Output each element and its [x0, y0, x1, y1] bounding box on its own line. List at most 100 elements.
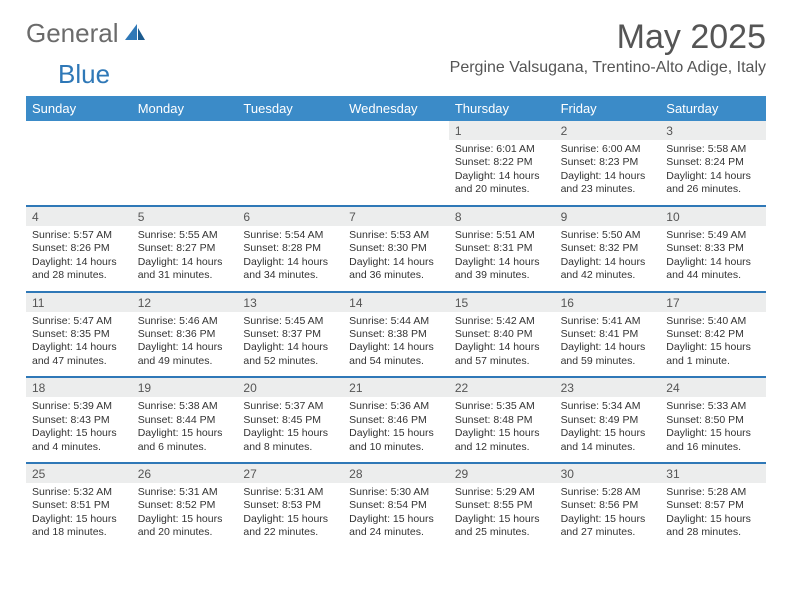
daylight-line: Daylight: 14 hours and 49 minutes.: [138, 341, 232, 368]
daylight-line: Daylight: 14 hours and 52 minutes.: [243, 341, 337, 368]
daylight-line: Daylight: 14 hours and 28 minutes.: [32, 256, 126, 283]
day-body: Sunrise: 5:42 AMSunset: 8:40 PMDaylight:…: [449, 312, 555, 377]
day-body: Sunrise: 5:34 AMSunset: 8:49 PMDaylight:…: [555, 397, 661, 462]
sunrise-line: Sunrise: 5:55 AM: [138, 229, 232, 242]
title-block: May 2025 Pergine Valsugana, Trentino-Alt…: [450, 18, 766, 77]
day-body: Sunrise: 5:40 AMSunset: 8:42 PMDaylight:…: [660, 312, 766, 377]
daylight-line: Daylight: 15 hours and 1 minute.: [666, 341, 760, 368]
week-block: 45678910Sunrise: 5:57 AMSunset: 8:26 PMD…: [26, 205, 766, 291]
day-number: [237, 121, 343, 140]
day-number: 25: [26, 464, 132, 483]
day-number: [26, 121, 132, 140]
sunset-line: Sunset: 8:40 PM: [455, 328, 549, 341]
sunrise-line: Sunrise: 5:33 AM: [666, 400, 760, 413]
day-body: Sunrise: 5:29 AMSunset: 8:55 PMDaylight:…: [449, 483, 555, 548]
daylight-line: Daylight: 15 hours and 14 minutes.: [561, 427, 655, 454]
day-body: [343, 140, 449, 205]
day-number: 4: [26, 207, 132, 226]
day-body: Sunrise: 5:58 AMSunset: 8:24 PMDaylight:…: [660, 140, 766, 205]
sunset-line: Sunset: 8:48 PM: [455, 414, 549, 427]
sunrise-line: Sunrise: 5:58 AM: [666, 143, 760, 156]
daylight-line: Daylight: 15 hours and 18 minutes.: [32, 513, 126, 540]
sunset-line: Sunset: 8:56 PM: [561, 499, 655, 512]
day-number: 19: [132, 378, 238, 397]
sunset-line: Sunset: 8:23 PM: [561, 156, 655, 169]
sunrise-line: Sunrise: 5:41 AM: [561, 315, 655, 328]
day-body: Sunrise: 5:39 AMSunset: 8:43 PMDaylight:…: [26, 397, 132, 462]
day-body: Sunrise: 6:00 AMSunset: 8:23 PMDaylight:…: [555, 140, 661, 205]
day-body: Sunrise: 5:53 AMSunset: 8:30 PMDaylight:…: [343, 226, 449, 291]
sunrise-line: Sunrise: 5:32 AM: [32, 486, 126, 499]
daylight-line: Daylight: 15 hours and 28 minutes.: [666, 513, 760, 540]
week-block: 18192021222324Sunrise: 5:39 AMSunset: 8:…: [26, 376, 766, 462]
sunrise-line: Sunrise: 6:01 AM: [455, 143, 549, 156]
day-number: 6: [237, 207, 343, 226]
daylight-line: Daylight: 15 hours and 20 minutes.: [138, 513, 232, 540]
sunset-line: Sunset: 8:44 PM: [138, 414, 232, 427]
day-body-row: Sunrise: 5:47 AMSunset: 8:35 PMDaylight:…: [26, 312, 766, 377]
daylight-line: Daylight: 15 hours and 27 minutes.: [561, 513, 655, 540]
day-number: 14: [343, 293, 449, 312]
sunrise-line: Sunrise: 5:29 AM: [455, 486, 549, 499]
day-body: Sunrise: 5:28 AMSunset: 8:56 PMDaylight:…: [555, 483, 661, 548]
day-number: 26: [132, 464, 238, 483]
day-number: 23: [555, 378, 661, 397]
sunrise-line: Sunrise: 5:54 AM: [243, 229, 337, 242]
sunrise-line: Sunrise: 5:45 AM: [243, 315, 337, 328]
day-body: Sunrise: 5:38 AMSunset: 8:44 PMDaylight:…: [132, 397, 238, 462]
weekday-header-row: SundayMondayTuesdayWednesdayThursdayFrid…: [26, 96, 766, 121]
daylight-line: Daylight: 14 hours and 23 minutes.: [561, 170, 655, 197]
daylight-line: Daylight: 15 hours and 16 minutes.: [666, 427, 760, 454]
day-number: 3: [660, 121, 766, 140]
daynum-row: 123: [26, 121, 766, 140]
weekday-header: Wednesday: [343, 96, 449, 121]
sunrise-line: Sunrise: 5:28 AM: [561, 486, 655, 499]
sunset-line: Sunset: 8:33 PM: [666, 242, 760, 255]
day-body: Sunrise: 5:33 AMSunset: 8:50 PMDaylight:…: [660, 397, 766, 462]
day-body: Sunrise: 5:45 AMSunset: 8:37 PMDaylight:…: [237, 312, 343, 377]
daylight-line: Daylight: 14 hours and 42 minutes.: [561, 256, 655, 283]
day-body: Sunrise: 5:41 AMSunset: 8:41 PMDaylight:…: [555, 312, 661, 377]
sunrise-line: Sunrise: 5:40 AM: [666, 315, 760, 328]
sunset-line: Sunset: 8:32 PM: [561, 242, 655, 255]
sunrise-line: Sunrise: 5:34 AM: [561, 400, 655, 413]
daylight-line: Daylight: 15 hours and 10 minutes.: [349, 427, 443, 454]
weekday-header: Thursday: [449, 96, 555, 121]
day-number: 18: [26, 378, 132, 397]
day-body: Sunrise: 5:51 AMSunset: 8:31 PMDaylight:…: [449, 226, 555, 291]
day-number: 13: [237, 293, 343, 312]
brand-logo: General: [26, 18, 149, 49]
sunset-line: Sunset: 8:55 PM: [455, 499, 549, 512]
daylight-line: Daylight: 15 hours and 22 minutes.: [243, 513, 337, 540]
sunrise-line: Sunrise: 5:36 AM: [349, 400, 443, 413]
sunset-line: Sunset: 8:35 PM: [32, 328, 126, 341]
day-body-row: Sunrise: 6:01 AMSunset: 8:22 PMDaylight:…: [26, 140, 766, 205]
day-body-row: Sunrise: 5:39 AMSunset: 8:43 PMDaylight:…: [26, 397, 766, 462]
daylight-line: Daylight: 15 hours and 4 minutes.: [32, 427, 126, 454]
day-body: Sunrise: 5:28 AMSunset: 8:57 PMDaylight:…: [660, 483, 766, 548]
day-number: [343, 121, 449, 140]
day-number: 10: [660, 207, 766, 226]
sunset-line: Sunset: 8:37 PM: [243, 328, 337, 341]
week-block: 11121314151617Sunrise: 5:47 AMSunset: 8:…: [26, 291, 766, 377]
sunset-line: Sunset: 8:53 PM: [243, 499, 337, 512]
sunset-line: Sunset: 8:50 PM: [666, 414, 760, 427]
day-body: Sunrise: 5:55 AMSunset: 8:27 PMDaylight:…: [132, 226, 238, 291]
weekday-header: Saturday: [660, 96, 766, 121]
day-body: Sunrise: 5:46 AMSunset: 8:36 PMDaylight:…: [132, 312, 238, 377]
sunset-line: Sunset: 8:26 PM: [32, 242, 126, 255]
sunset-line: Sunset: 8:52 PM: [138, 499, 232, 512]
day-number: 11: [26, 293, 132, 312]
weekday-header: Friday: [555, 96, 661, 121]
day-number: 28: [343, 464, 449, 483]
day-number: 16: [555, 293, 661, 312]
calendar: SundayMondayTuesdayWednesdayThursdayFrid…: [26, 96, 766, 548]
daylight-line: Daylight: 14 hours and 47 minutes.: [32, 341, 126, 368]
day-body: Sunrise: 5:36 AMSunset: 8:46 PMDaylight:…: [343, 397, 449, 462]
day-number: 12: [132, 293, 238, 312]
day-number: 9: [555, 207, 661, 226]
daylight-line: Daylight: 14 hours and 26 minutes.: [666, 170, 760, 197]
day-body: Sunrise: 5:35 AMSunset: 8:48 PMDaylight:…: [449, 397, 555, 462]
day-body: Sunrise: 5:31 AMSunset: 8:53 PMDaylight:…: [237, 483, 343, 548]
sunrise-line: Sunrise: 5:37 AM: [243, 400, 337, 413]
